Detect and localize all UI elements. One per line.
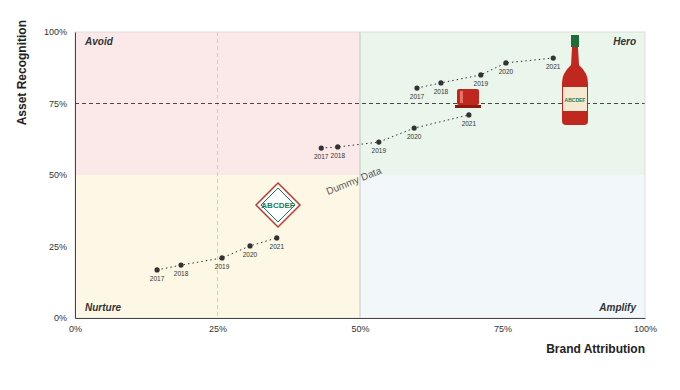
logo-shape	[256, 183, 300, 227]
quadrant-background	[360, 175, 645, 318]
tick-label: 75%	[494, 324, 512, 334]
point-label: 2018	[174, 270, 189, 277]
series-line	[321, 115, 469, 148]
tick-label: 50%	[351, 324, 369, 334]
tick: 100%	[634, 318, 657, 334]
y-axis-title: Asset Recognition	[15, 20, 29, 125]
point	[319, 146, 324, 151]
tick: 75%	[49, 99, 75, 109]
tick-label: 0%	[54, 313, 67, 323]
point	[247, 243, 252, 248]
point-label: 2020	[407, 133, 422, 140]
tick: 50%	[351, 318, 369, 334]
tick-label: 25%	[209, 324, 227, 334]
icons: ABCDEF ABCDEF	[256, 35, 588, 227]
point	[412, 125, 417, 130]
point	[335, 144, 340, 149]
tick-label: 0%	[69, 324, 82, 334]
cap-rim	[455, 105, 481, 108]
point	[551, 55, 556, 60]
cap-body	[457, 89, 479, 105]
axis-line	[76, 318, 646, 319]
point-label: 2017	[150, 275, 165, 282]
point	[376, 140, 381, 145]
tick: 0%	[54, 313, 75, 323]
logo-text: ABCDEF	[261, 201, 294, 210]
plot-frame	[75, 32, 645, 318]
series-line	[417, 58, 553, 88]
quadrant-label: Amplify	[598, 302, 636, 313]
logo-shape	[261, 188, 295, 222]
reference-line	[217, 32, 218, 318]
point	[466, 112, 471, 117]
tick-label: 100%	[634, 324, 657, 334]
point-label: 2019	[474, 80, 489, 87]
cap-shine	[460, 91, 463, 103]
bottle-icon: ABCDEF	[562, 35, 588, 125]
tick: 50%	[49, 170, 75, 180]
axis-line	[75, 33, 76, 319]
tick: 25%	[49, 242, 75, 252]
point-label: 2017	[410, 93, 425, 100]
tick-label: 100%	[44, 27, 67, 37]
point	[154, 267, 159, 272]
tick: 100%	[44, 27, 75, 37]
reference-line	[75, 103, 645, 104]
point	[219, 255, 224, 260]
series-line	[157, 238, 277, 270]
tick: 0%	[69, 318, 82, 334]
point-label: 2021	[462, 120, 477, 127]
quadrant-label: Avoid	[84, 36, 114, 47]
point-label: 2017	[314, 153, 329, 160]
marks	[154, 55, 555, 272]
point-label: 2019	[372, 147, 387, 154]
tick-label: 25%	[49, 242, 67, 252]
tick: 25%	[209, 318, 227, 334]
point-label: 2019	[215, 263, 230, 270]
annotation: Dummy Data	[325, 165, 384, 197]
point	[503, 60, 508, 65]
point-label: 2020	[243, 251, 258, 258]
tick-label: 75%	[49, 99, 67, 109]
y-axis: 0% 25% 50% 75% 100%	[44, 27, 76, 323]
bottle-label	[563, 87, 587, 111]
brand-logo: ABCDEF	[256, 183, 300, 227]
tick-label: 50%	[49, 170, 67, 180]
bottle-label-text: ABCDEF	[565, 97, 586, 103]
point-label: 2020	[499, 68, 514, 75]
point	[438, 80, 443, 85]
point-label: 2018	[434, 88, 449, 95]
chart: 0% 25% 50% 75% 100% 0% 25% 50% 75% 100% Avoid Hero N…	[0, 0, 680, 390]
point	[414, 85, 419, 90]
x-axis-title: Brand Attribution	[546, 342, 645, 356]
plot: 0% 25% 50% 75% 100% 0% 25% 50% 75% 100% Avoid Hero N…	[44, 27, 657, 334]
x-axis: 0% 25% 50% 75% 100%	[69, 318, 657, 334]
point-labels: 2017201820192020202120172018201920202021…	[150, 63, 561, 282]
point-label: 2018	[331, 152, 346, 159]
bottle-cap	[571, 35, 579, 47]
quadrant-label: Hero	[613, 36, 636, 47]
point	[274, 235, 279, 240]
tick: 75%	[494, 318, 512, 334]
point	[478, 72, 483, 77]
cap-icon	[455, 89, 481, 108]
point	[178, 262, 183, 267]
point-label: 2021	[546, 63, 561, 70]
bottle-body	[562, 47, 588, 125]
point-label: 2021	[270, 243, 285, 250]
quadrant-label: Nurture	[85, 302, 122, 313]
